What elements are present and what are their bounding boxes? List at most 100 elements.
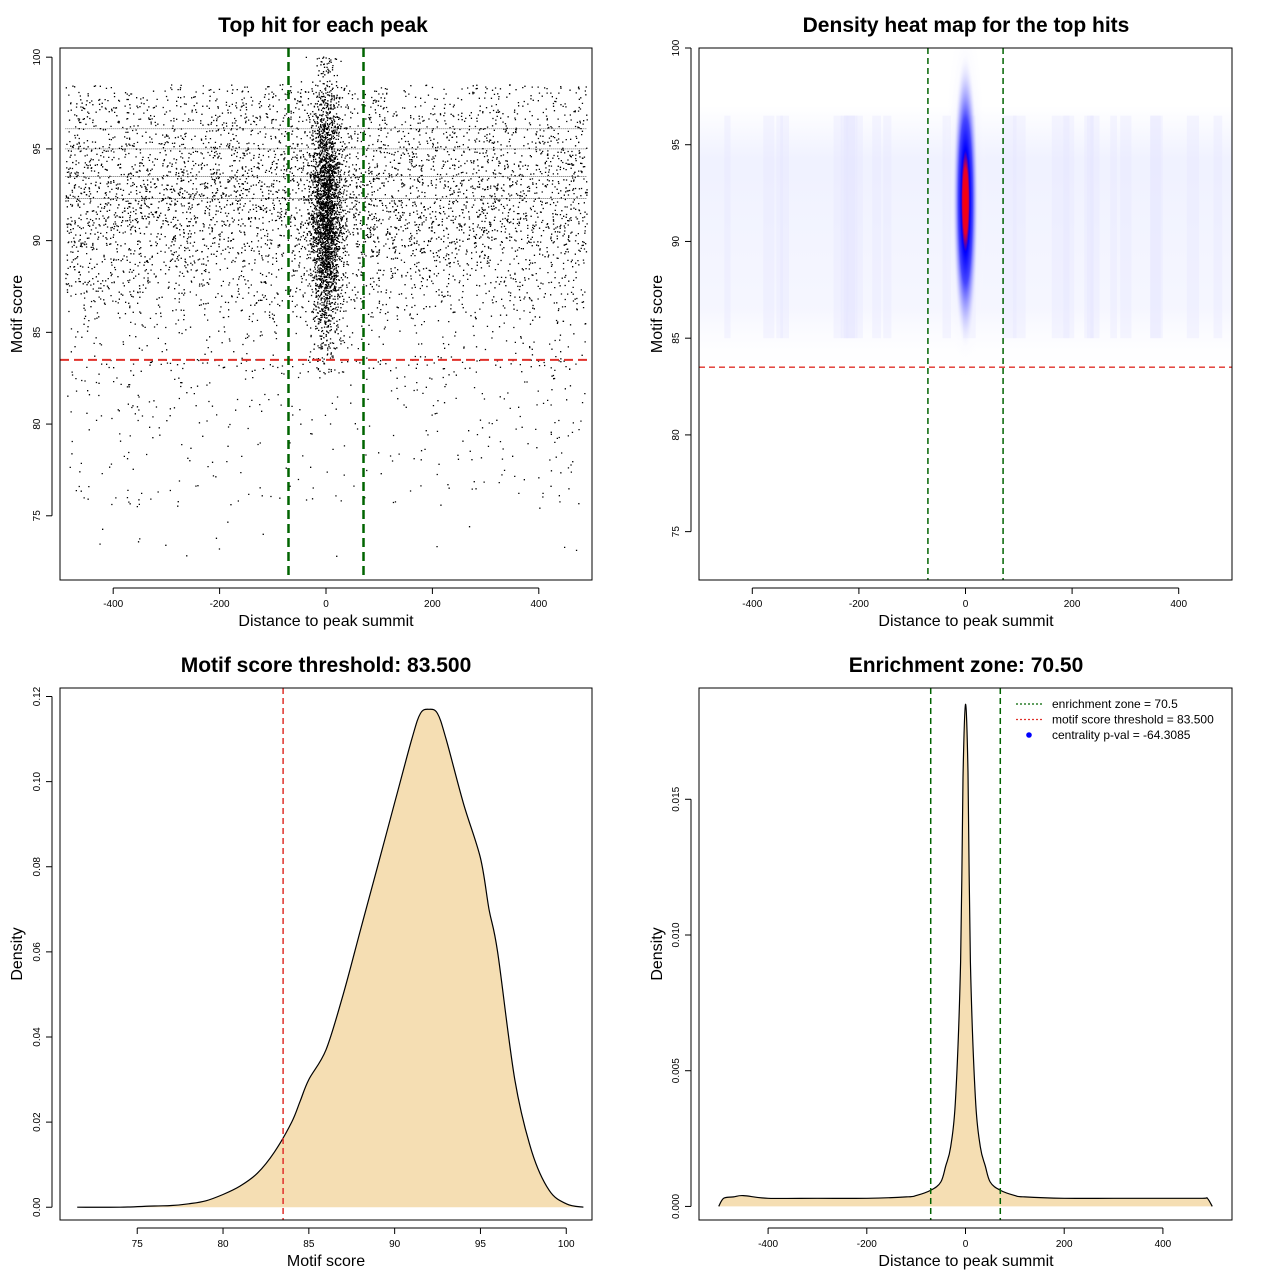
enrichment-layer	[718, 688, 1213, 1220]
heatmap-title: Density heat map for the top hits	[803, 14, 1130, 37]
scatter-x-axis-label: Distance to peak summit	[238, 613, 414, 630]
scatter-x-tick-label: 400	[530, 599, 547, 610]
scatter-y-tick-label: 85	[32, 326, 43, 338]
heatmap-y-tick-label: 95	[671, 139, 682, 151]
score-density-x-tick-label: 100	[558, 1239, 575, 1250]
enrichment-x-tick-label: 400	[1155, 1239, 1172, 1250]
heatmap-striation	[872, 115, 882, 339]
scatter-y-axis-label: Motif score	[9, 275, 26, 353]
heatmap-layer	[699, 48, 1232, 580]
heatmap-y-axis-label: Motif score	[649, 275, 666, 353]
heatmap-striation	[724, 115, 731, 339]
score-density-plot-frame	[59, 687, 593, 1221]
score-density-layer	[77, 688, 584, 1220]
scatter-y-tick-label: 75	[32, 510, 43, 522]
enrichment-x-tick-label: 0	[963, 1239, 969, 1250]
heatmap-striation	[1084, 115, 1094, 339]
score-density-area	[77, 709, 584, 1208]
heatmap-striation	[1063, 115, 1070, 339]
scatter-y-tick-label: 90	[32, 235, 43, 247]
scatter-y-tick-label: 95	[32, 143, 43, 155]
legend-entry-label: centrality p-val = -64.3085	[1052, 728, 1191, 742]
enrichment-plot-frame	[698, 687, 1233, 1221]
score-density-x-tick-label: 80	[217, 1239, 229, 1250]
legend-entry-label: motif score threshold = 83.500	[1052, 713, 1214, 727]
heatmap-striation	[1051, 115, 1062, 339]
heatmap-striation	[833, 115, 843, 339]
enrichment-y-axis-label: Density	[649, 927, 666, 980]
score-density-x-tick-label: 95	[475, 1239, 487, 1250]
enrichment-y-tick-label: 0.000	[671, 1193, 682, 1218]
scatter-x-tick-label: 0	[323, 599, 329, 610]
enrichment-panel: Enrichment zone: 70.50 -400 -200 0 200 400 0.…	[649, 654, 1233, 1270]
score-density-y-tick-label: 0.02	[32, 1112, 43, 1132]
heatmap-striation	[1090, 115, 1100, 339]
heatmap-hotspot	[952, 51, 979, 352]
scatter-x-tick-label: 200	[424, 599, 441, 610]
heatmap-striation	[776, 115, 783, 339]
heatmap-striation	[1087, 115, 1094, 339]
enrichment-title: Enrichment zone: 70.50	[849, 654, 1084, 677]
enrichment-y-tick-label: 0.005	[671, 1058, 682, 1083]
heatmap-x-tick-label: -400	[742, 599, 762, 610]
heatmap-striation	[843, 115, 856, 339]
scatter-point-cloud	[65, 56, 588, 557]
heatmap-y-tick-label: 100	[671, 39, 682, 56]
scatter-title: Top hit for each peak	[218, 14, 428, 37]
score-density-y-tick-label: 0.00	[32, 1197, 43, 1217]
enrichment-y-tick-label: 0.015	[671, 786, 682, 811]
score-density-x-tick-label: 85	[303, 1239, 315, 1250]
scatter-x-tick-label: -200	[210, 599, 230, 610]
enrichment-density-curve	[718, 703, 1213, 1207]
enrichment-density-area	[718, 704, 1213, 1207]
scatter-points-layer	[65, 56, 588, 557]
enrichment-legend: enrichment zone = 70.5 motif score thresh…	[1016, 697, 1214, 742]
scatter-panel: Top hit for each peak -400 -200 0 200 400 75 8…	[9, 14, 593, 630]
heatmap-x-tick-label: -200	[849, 599, 869, 610]
enrichment-x-tick-label: -200	[857, 1239, 877, 1250]
enrichment-x-axis-label: Distance to peak summit	[878, 1253, 1054, 1270]
heatmap-striation	[1150, 115, 1161, 339]
legend-entry-label: enrichment zone = 70.5	[1052, 697, 1178, 711]
heatmap-y-tick-label: 80	[671, 429, 682, 441]
score-density-y-tick-label: 0.04	[32, 1027, 43, 1047]
score-density-curve	[77, 708, 584, 1208]
score-density-y-tick-label: 0.10	[32, 771, 43, 791]
score-density-panel: Motif score threshold: 83.500 75 80 85 90 95…	[9, 654, 593, 1270]
score-density-x-tick-label: 90	[389, 1239, 401, 1250]
heatmap-striation	[763, 115, 775, 339]
scatter-y-tick-label: 80	[32, 418, 43, 430]
heatmap-striation	[840, 115, 849, 339]
legend-point-marker	[1026, 732, 1032, 738]
heatmap-plot-frame	[698, 47, 1233, 581]
score-density-x-tick-label: 75	[132, 1239, 144, 1250]
scatter-y-tick-label: 100	[32, 48, 43, 65]
heatmap-striation	[1186, 115, 1200, 339]
heatmap-striation	[1120, 115, 1132, 339]
score-density-y-tick-label: 0.12	[32, 686, 43, 706]
enrichment-x-tick-label: 200	[1056, 1239, 1073, 1250]
enrichment-x-tick-label: -400	[758, 1239, 778, 1250]
enrichment-y-tick-label: 0.010	[671, 922, 682, 947]
heatmap-striation	[846, 115, 856, 339]
heatmap-striation	[1061, 115, 1075, 339]
heatmap-striation	[1012, 115, 1026, 339]
scatter-x-tick-label: -400	[103, 599, 123, 610]
heatmap-striation	[1150, 115, 1163, 339]
heatmap-y-tick-label: 90	[671, 235, 682, 247]
heatmap-striation	[1002, 115, 1017, 339]
heatmap-x-tick-label: 0	[963, 599, 969, 610]
scatter-plot-frame	[59, 47, 593, 581]
heatmap-panel: Density heat map for the top hits -400 -2…	[649, 14, 1233, 630]
heatmap-x-tick-label: 200	[1064, 599, 1081, 610]
heatmap-x-axis-label: Distance to peak summit	[878, 613, 1054, 630]
score-density-y-tick-label: 0.08	[32, 857, 43, 877]
heatmap-striation	[780, 115, 789, 339]
score-density-x-axis-label: Motif score	[287, 1253, 365, 1270]
heatmap-striation	[1213, 115, 1223, 339]
score-density-y-axis-label: Density	[9, 927, 26, 980]
score-density-title: Motif score threshold: 83.500	[181, 654, 472, 677]
score-density-y-tick-label: 0.06	[32, 942, 43, 962]
heatmap-y-tick-label: 75	[671, 526, 682, 538]
